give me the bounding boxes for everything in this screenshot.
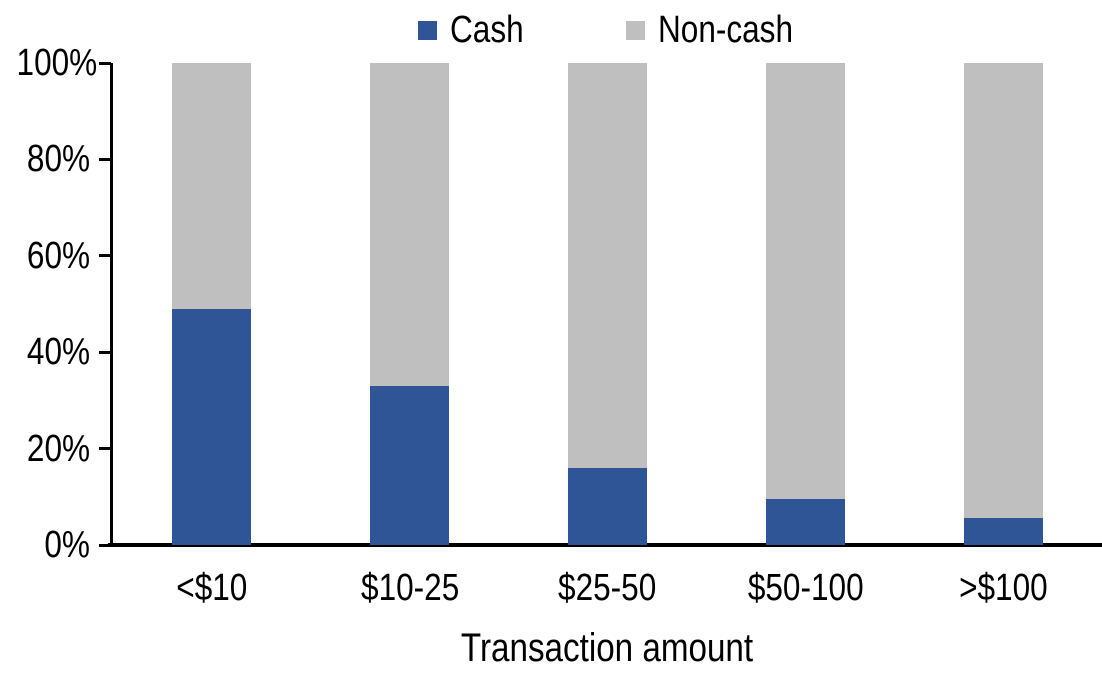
y-axis-tick-label: 100% (16, 42, 98, 84)
y-axis-tick-label: 20% (26, 427, 90, 470)
x-axis-title: Transaction amount (461, 626, 754, 670)
y-axis-tick (99, 157, 111, 161)
bar-segment-cash (568, 467, 647, 545)
y-axis-tick (99, 447, 111, 451)
y-axis-tick-label: 0% (44, 524, 90, 566)
bar-segment-noncash (370, 63, 450, 386)
y-axis-tick (99, 254, 111, 258)
y-axis-line (110, 63, 113, 547)
x-axis-line (108, 543, 1102, 547)
x-axis-category-label: $50-100 (747, 567, 864, 609)
bar-group (568, 63, 647, 545)
y-axis-tick (99, 61, 111, 65)
bar-segment-noncash (765, 63, 845, 500)
y-axis-tick-label: 80% (26, 138, 90, 181)
x-axis-category-label: $10-25 (360, 567, 459, 609)
y-axis-tick-label: 40% (26, 331, 90, 374)
legend-label-noncash: Non-cash (658, 9, 793, 51)
bar-group (765, 63, 845, 545)
bar-segment-cash (963, 518, 1043, 545)
y-axis-tick (99, 350, 111, 354)
bar-segment-noncash (172, 63, 252, 309)
legend-swatch-cash-icon (418, 20, 437, 40)
legend-label-cash: Cash (450, 9, 524, 51)
bar-segment-noncash (963, 63, 1043, 519)
x-axis-category-label: $25-50 (558, 567, 657, 609)
bar-segment-noncash (568, 63, 647, 468)
legend-item-cash: Cash (418, 10, 539, 50)
x-axis-category-label: >$100 (958, 567, 1048, 609)
bar-segment-cash (172, 308, 252, 545)
legend-swatch-noncash-icon (626, 20, 645, 40)
bar-segment-cash (370, 385, 450, 545)
bar-segment-cash (765, 499, 845, 545)
x-axis-category-label: <$10 (176, 567, 248, 609)
y-axis-tick (99, 543, 111, 547)
y-axis-tick-label: 60% (26, 234, 90, 277)
bar-group (963, 63, 1043, 545)
bar-group (370, 63, 450, 545)
bar-group (172, 63, 252, 545)
legend-item-noncash: Non-cash (626, 10, 821, 50)
